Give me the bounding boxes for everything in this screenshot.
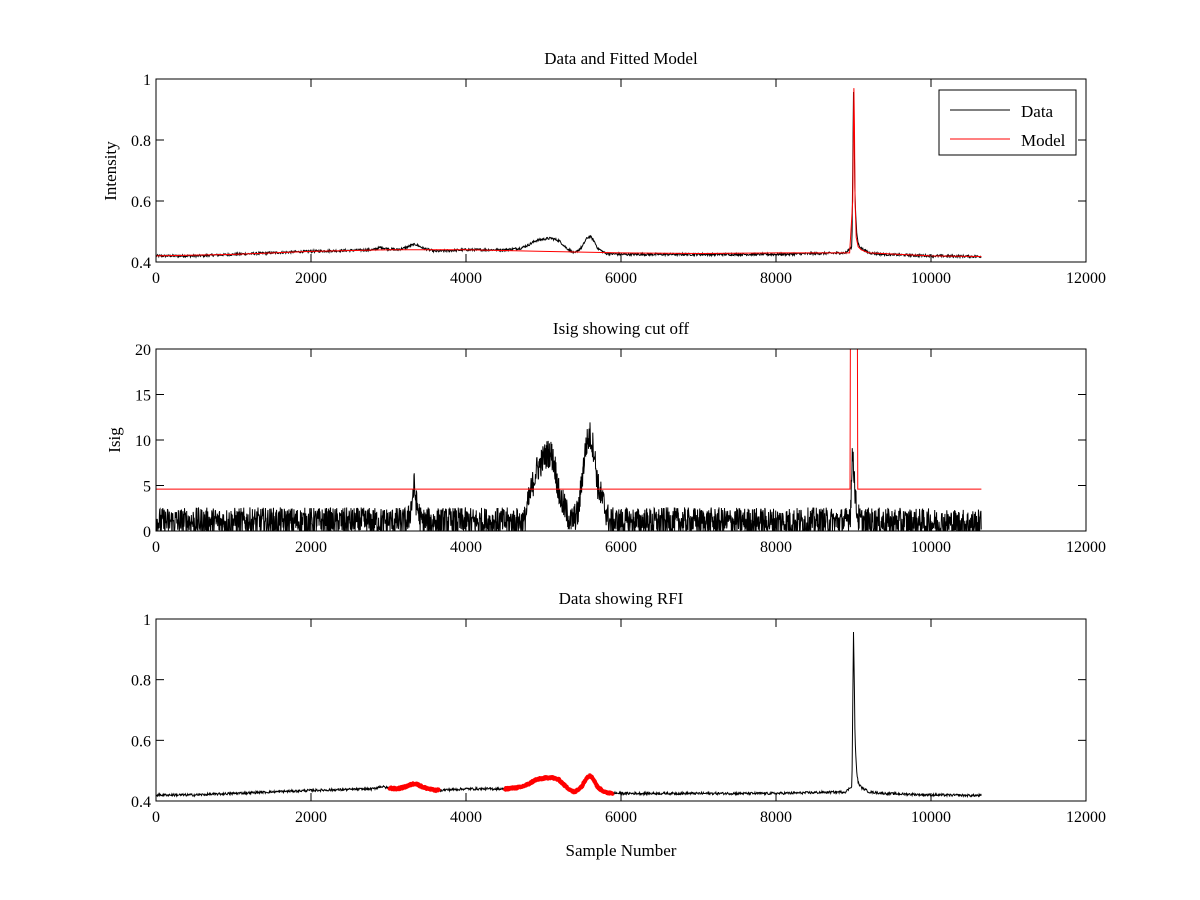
y-tick-label: 0 (143, 524, 151, 541)
x-tick-label: 8000 (760, 539, 792, 556)
y-tick-label: 20 (135, 342, 151, 359)
x-tick-label: 6000 (605, 539, 637, 556)
x-tick-label: 6000 (605, 270, 637, 287)
x-tick-label: 12000 (1066, 809, 1106, 826)
x-tick-label: 4000 (450, 539, 482, 556)
series-line-cut-off (156, 349, 982, 490)
y-axis-label: Intensity (101, 141, 120, 201)
series-layer (156, 632, 982, 799)
x-tick-label: 0 (152, 809, 160, 826)
legend-label-data: Data (1021, 102, 1054, 121)
x-tick-label: 4000 (450, 270, 482, 287)
panel-title: Isig showing cut off (553, 319, 689, 338)
legend-label-model: Model (1021, 131, 1066, 150)
x-tick-label: 8000 (760, 270, 792, 287)
y-tick-label: 10 (135, 433, 151, 450)
y-tick-label: 1 (143, 612, 151, 629)
x-tick-label: 2000 (295, 270, 327, 287)
series-layer (156, 88, 982, 260)
axes-layer: 0 2000 4000 6000 8000 10000 12000 0.4 0.6 0.8 1 (131, 72, 1106, 287)
axes-layer: 0 2000 4000 6000 8000 10000 12000 0 5 10 15 20 (135, 342, 1106, 556)
panel-title: Data showing RFI (559, 589, 684, 608)
x-tick-label: 12000 (1066, 270, 1106, 287)
legend: Data Model (938, 89, 1077, 156)
x-tick-label: 6000 (605, 809, 637, 826)
panel-isig-showing-cut-off: Isig showing cut off Isig 0 2000 4000 6000 8… (105, 319, 1106, 556)
axes-layer: 0 2000 4000 6000 8000 10000 12000 0.4 0.6 0.8 1 (131, 612, 1106, 826)
rfi-segment (386, 781, 441, 793)
x-tick-label: 8000 (760, 809, 792, 826)
x-tick-label: 12000 (1066, 539, 1106, 556)
panel-title: Data and Fitted Model (544, 49, 698, 68)
rfi-segment (502, 773, 615, 796)
y-tick-label: 0.4 (131, 794, 151, 811)
series-line-model (156, 88, 982, 258)
y-tick-label: 1 (143, 72, 151, 89)
x-tick-label: 10000 (911, 809, 951, 826)
x-tick-label: 2000 (295, 539, 327, 556)
y-tick-label: 15 (135, 388, 151, 405)
y-tick-label: 0.6 (131, 733, 151, 750)
x-tick-label: 2000 (295, 809, 327, 826)
y-tick-label: 0.6 (131, 194, 151, 211)
panel-data-and-fitted-model: Data and Fitted Model Intensity 0 2000 400… (101, 49, 1106, 287)
panel-data-showing-rfi: Data showing RFI Sample Number 0 2000 4000… (131, 589, 1106, 860)
x-axis-label: Sample Number (566, 841, 677, 860)
x-tick-label: 10000 (911, 270, 951, 287)
x-tick-label: 4000 (450, 809, 482, 826)
x-tick-label: 0 (152, 539, 160, 556)
y-tick-label: 0.8 (131, 133, 151, 150)
y-tick-label: 0.4 (131, 255, 151, 272)
series-layer (156, 349, 982, 531)
y-tick-label: 0.8 (131, 673, 151, 690)
x-tick-label: 10000 (911, 539, 951, 556)
legend-box (938, 89, 1077, 156)
y-tick-label: 5 (143, 479, 151, 496)
x-tick-label: 0 (152, 270, 160, 287)
y-axis-label: Isig (105, 427, 124, 453)
series-line-isig (156, 422, 982, 531)
